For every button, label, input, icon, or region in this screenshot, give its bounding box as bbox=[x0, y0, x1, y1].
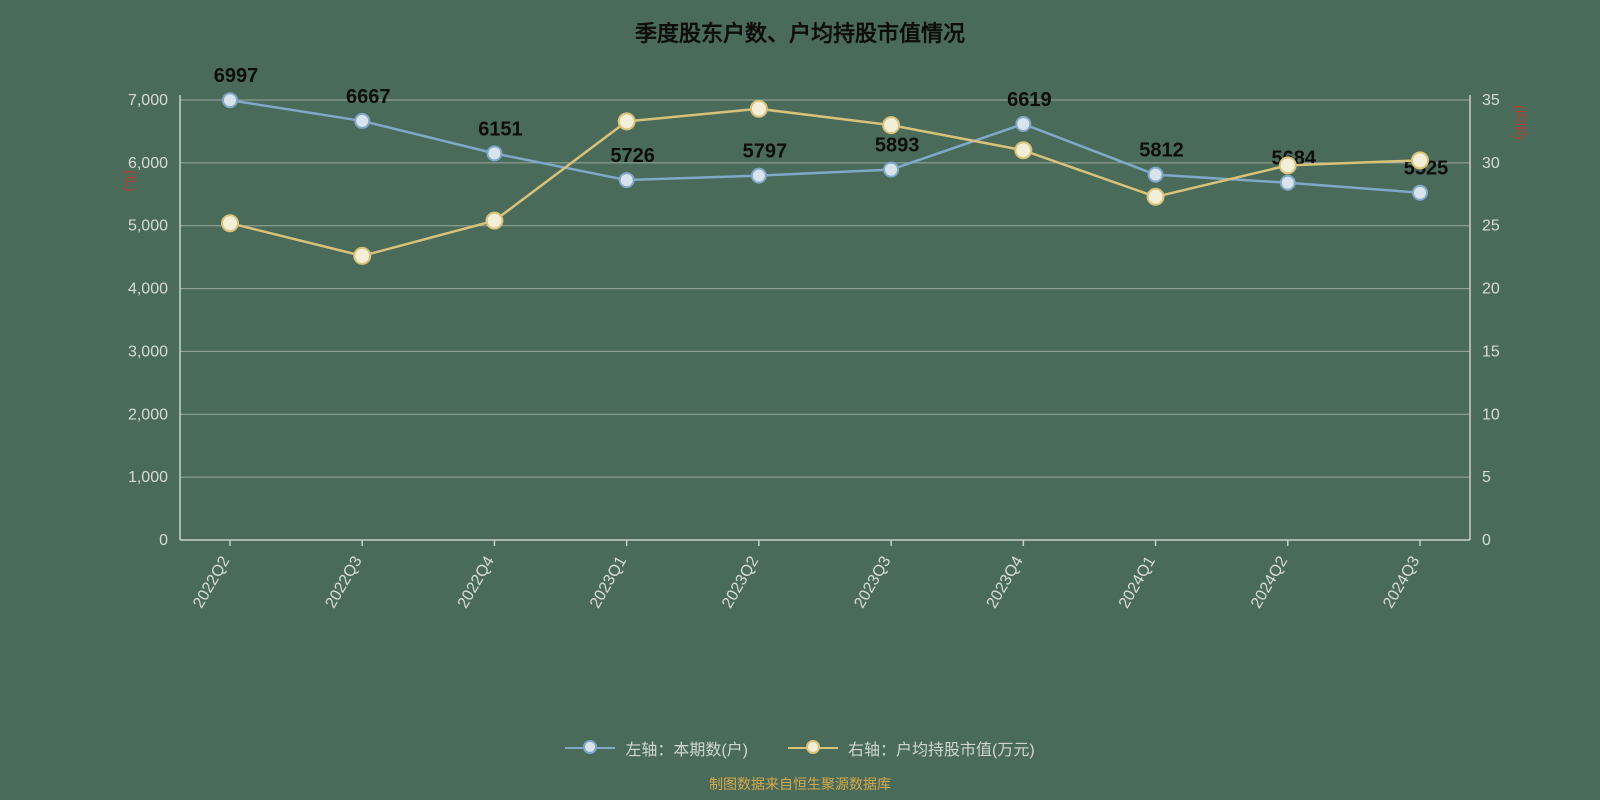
svg-text:2023Q1: 2023Q1 bbox=[587, 553, 630, 611]
svg-text:2022Q2: 2022Q2 bbox=[190, 553, 233, 611]
svg-text:5812: 5812 bbox=[1139, 140, 1184, 162]
svg-text:35: 35 bbox=[1482, 92, 1500, 109]
svg-text:0: 0 bbox=[159, 532, 168, 549]
svg-text:6619: 6619 bbox=[1007, 89, 1052, 111]
svg-text:6997: 6997 bbox=[214, 65, 259, 87]
svg-text:2024Q1: 2024Q1 bbox=[1116, 553, 1159, 611]
svg-text:(户): (户) bbox=[123, 170, 138, 192]
svg-text:4,000: 4,000 bbox=[128, 281, 168, 298]
svg-text:2,000: 2,000 bbox=[128, 406, 168, 423]
chart-container: 季度股东户数、户均持股市值情况 01,0002,0003,0004,0005,0… bbox=[0, 0, 1600, 800]
legend-swatch-right bbox=[788, 747, 838, 749]
legend-item-right: 右轴：户均持股市值(万元) bbox=[788, 736, 1035, 760]
svg-text:20: 20 bbox=[1482, 281, 1500, 298]
legend-item-left: 左轴：本期数(户) bbox=[565, 736, 748, 760]
svg-text:5893: 5893 bbox=[875, 135, 920, 157]
svg-text:1,000: 1,000 bbox=[128, 469, 168, 486]
svg-text:5797: 5797 bbox=[743, 141, 788, 163]
svg-text:6667: 6667 bbox=[346, 86, 391, 108]
svg-text:2022Q3: 2022Q3 bbox=[322, 553, 365, 611]
svg-text:2024Q3: 2024Q3 bbox=[1380, 553, 1423, 611]
svg-text:0: 0 bbox=[1482, 532, 1491, 549]
svg-text:7,000: 7,000 bbox=[128, 92, 168, 109]
svg-text:5: 5 bbox=[1482, 469, 1491, 486]
svg-text:6151: 6151 bbox=[478, 118, 523, 140]
chart-footer: 制图数据来自恒生聚源数据库 bbox=[0, 774, 1600, 794]
svg-text:10: 10 bbox=[1482, 406, 1500, 423]
svg-text:2023Q2: 2023Q2 bbox=[719, 553, 762, 611]
svg-text:2023Q4: 2023Q4 bbox=[984, 553, 1027, 611]
legend-label-right: 右轴：户均持股市值(万元) bbox=[848, 736, 1035, 760]
legend-label-left: 左轴：本期数(户) bbox=[625, 736, 748, 760]
svg-text:(万元): (万元) bbox=[1513, 105, 1528, 140]
chart-legend: 左轴：本期数(户) 右轴：户均持股市值(万元) bbox=[0, 736, 1600, 760]
svg-text:5,000: 5,000 bbox=[128, 218, 168, 235]
svg-text:15: 15 bbox=[1482, 343, 1500, 360]
legend-swatch-left bbox=[565, 747, 615, 749]
chart-svg: 01,0002,0003,0004,0005,0006,0007,0000510… bbox=[0, 0, 1600, 800]
svg-text:25: 25 bbox=[1482, 218, 1500, 235]
svg-text:5726: 5726 bbox=[610, 145, 655, 167]
svg-text:2022Q4: 2022Q4 bbox=[455, 553, 498, 611]
svg-text:3,000: 3,000 bbox=[128, 343, 168, 360]
svg-text:2023Q3: 2023Q3 bbox=[851, 553, 894, 611]
svg-text:30: 30 bbox=[1482, 155, 1500, 172]
svg-text:2024Q2: 2024Q2 bbox=[1248, 553, 1291, 611]
